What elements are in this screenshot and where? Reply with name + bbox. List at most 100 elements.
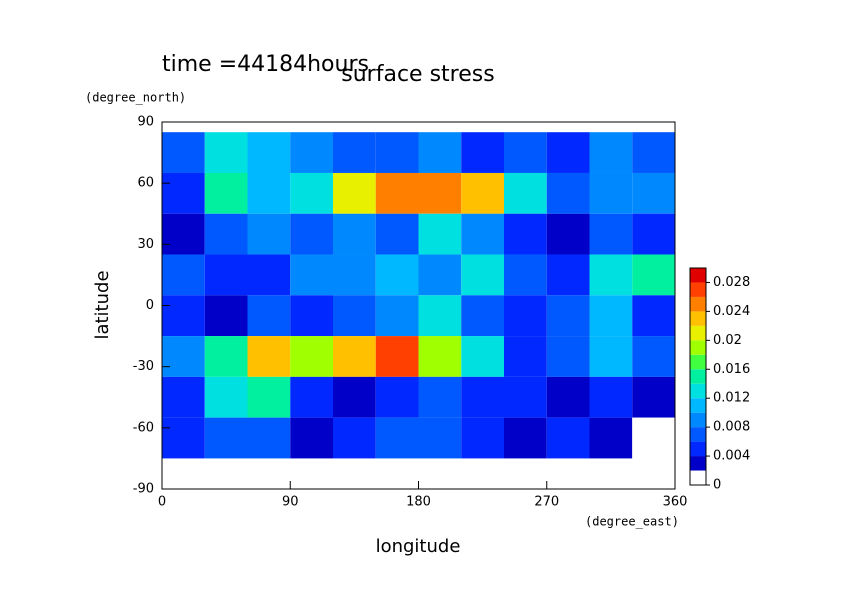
colorbar-band	[690, 427, 706, 442]
cell	[290, 336, 333, 377]
cell	[504, 336, 547, 377]
cell	[546, 213, 590, 255]
cell	[632, 172, 675, 214]
cell	[418, 295, 462, 337]
cell	[632, 417, 675, 459]
colorbar-band	[690, 412, 706, 428]
cell	[632, 295, 675, 337]
cell	[418, 213, 462, 255]
y-tick-label: 90	[137, 115, 154, 130]
cell	[375, 417, 419, 459]
cell	[504, 172, 547, 214]
colorbar-band	[690, 325, 706, 341]
cell	[247, 254, 291, 296]
y-tick-label: -30	[133, 359, 154, 374]
cell	[290, 132, 333, 173]
cell	[204, 295, 248, 337]
cell	[333, 172, 376, 214]
cell	[247, 132, 291, 173]
cell	[375, 376, 419, 418]
cell	[461, 172, 504, 214]
cell	[204, 336, 248, 377]
cell	[546, 295, 590, 337]
cell	[162, 254, 205, 296]
y-tick-label: -90	[133, 482, 154, 497]
cell	[632, 132, 675, 173]
colorbar-band	[690, 456, 706, 471]
cell	[461, 336, 504, 377]
x-tick-label: 180	[406, 495, 431, 510]
x-tick-label: 0	[158, 495, 166, 510]
cell	[504, 132, 547, 173]
cell	[546, 376, 590, 418]
colorbar-band	[690, 296, 706, 312]
colorbar-band	[690, 354, 706, 370]
cell	[461, 213, 504, 255]
cell	[418, 417, 462, 459]
cell	[504, 295, 547, 337]
cell	[375, 336, 419, 377]
x-unit: (degree_east)	[585, 515, 679, 529]
cell	[589, 417, 633, 459]
cell	[546, 254, 590, 296]
cell	[504, 417, 547, 459]
colorbar-band	[690, 340, 706, 355]
cell	[461, 254, 504, 296]
subtitle: time =44184hours	[162, 52, 369, 77]
cell	[162, 213, 205, 255]
cell	[247, 376, 291, 418]
cell	[333, 336, 376, 377]
cell	[247, 172, 291, 214]
cell	[632, 376, 675, 418]
cell	[375, 254, 419, 296]
y-tick-label: 0	[146, 298, 154, 313]
cell	[290, 213, 333, 255]
cell	[162, 336, 205, 377]
cell	[546, 417, 590, 459]
cell	[546, 172, 590, 214]
cell	[290, 376, 333, 418]
cell	[589, 172, 633, 214]
cell	[632, 254, 675, 296]
colorbar-tick-label: 0.004	[713, 449, 750, 464]
cell	[162, 376, 205, 418]
cell	[333, 295, 376, 337]
cell	[204, 254, 248, 296]
colorbar-band	[690, 311, 706, 326]
cell	[461, 132, 504, 173]
cell	[204, 132, 248, 173]
cell	[333, 376, 376, 418]
colorbar-tick-label: 0.016	[713, 362, 750, 377]
cell	[375, 172, 419, 214]
cell	[375, 295, 419, 337]
cell	[333, 417, 376, 459]
cell	[247, 213, 291, 255]
cell	[247, 417, 291, 459]
colorbar-band	[690, 282, 706, 297]
cell	[504, 376, 547, 418]
colorbar-tick-label: 0.024	[713, 304, 750, 319]
cell	[204, 213, 248, 255]
cell	[504, 254, 547, 296]
cell	[333, 213, 376, 255]
cell	[290, 417, 333, 459]
cell	[333, 254, 376, 296]
cell	[418, 172, 462, 214]
cell	[418, 336, 462, 377]
cell	[290, 254, 333, 296]
cell	[290, 295, 333, 337]
cell	[418, 132, 462, 173]
x-tick-label: 270	[534, 495, 559, 510]
cell	[418, 254, 462, 296]
cell	[375, 132, 419, 173]
colorbar-band	[690, 398, 706, 413]
cell	[504, 213, 547, 255]
cell	[333, 132, 376, 173]
cell	[589, 213, 633, 255]
cell	[461, 417, 504, 459]
cell	[589, 336, 633, 377]
cell	[461, 295, 504, 337]
colorbar-tick-label: 0.028	[713, 275, 750, 290]
cell	[247, 295, 291, 337]
